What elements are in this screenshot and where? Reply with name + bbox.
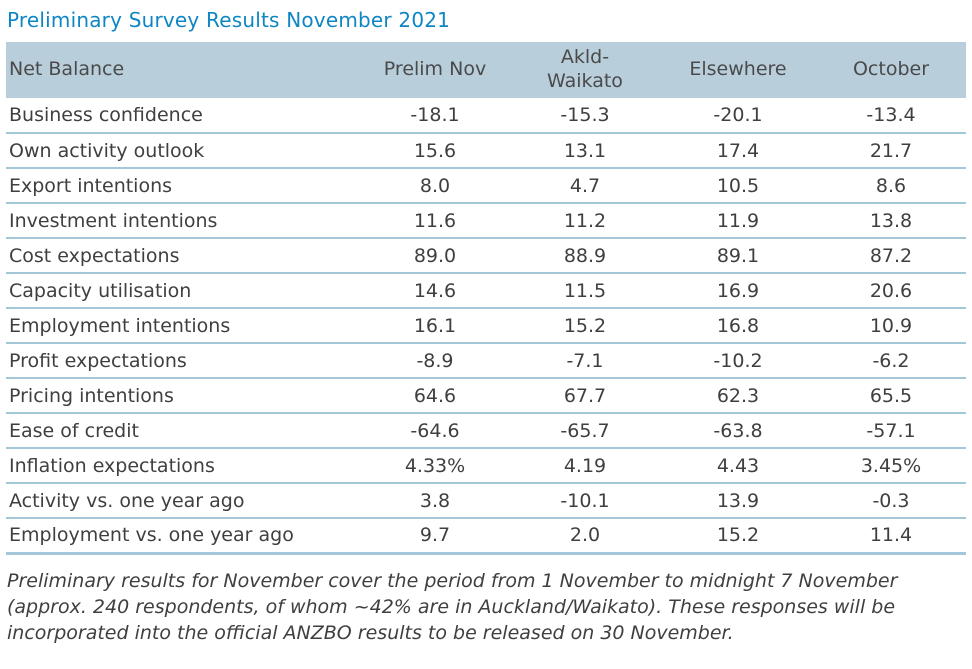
value-cell: 4.43	[716, 454, 760, 477]
value-cell: 9.7	[419, 524, 451, 547]
value-cell: 88.9	[563, 244, 607, 267]
row-label: Inflation expectations	[9, 454, 215, 477]
value-cell: 64.6	[413, 384, 457, 407]
table-row: Activity vs. one year ago 3.8 -10.1 13.9…	[6, 483, 966, 518]
value-cell: -57.1	[866, 419, 916, 442]
value-cell: -15.3	[560, 104, 610, 126]
table-row: Own activity outlook 15.6 13.1 17.4 21.7	[6, 133, 966, 168]
page-title: Preliminary Survey Results November 2021	[7, 8, 451, 32]
table-row: Employment intentions 16.1 15.2 16.8 10.…	[6, 308, 966, 343]
value-cell: 14.6	[413, 279, 457, 302]
column-header-prelim-nov: Prelim Nov	[383, 58, 487, 81]
value-cell: -65.7	[560, 419, 610, 442]
row-label: Cost expectations	[9, 244, 180, 267]
value-cell: 11.9	[716, 209, 760, 232]
value-cell: 65.5	[869, 384, 913, 407]
value-cell: 4.33%	[404, 454, 466, 477]
value-cell: 16.9	[716, 279, 760, 302]
value-cell: 3.45%	[860, 454, 922, 477]
column-header-akld-waikato: Akld-Waikato	[510, 42, 660, 98]
row-label: Export intentions	[9, 174, 173, 197]
table-row: Investment intentions 11.6 11.2 11.9 13.…	[6, 203, 966, 238]
value-cell: 4.19	[563, 454, 607, 477]
value-cell: -10.1	[560, 489, 610, 512]
value-cell: -63.8	[713, 419, 763, 442]
value-cell: 15.2	[563, 314, 607, 337]
value-cell: 8.0	[419, 174, 451, 197]
value-cell: 87.2	[869, 244, 913, 267]
value-cell: 11.6	[413, 209, 457, 232]
value-cell: 10.9	[869, 314, 913, 337]
value-cell: 8.6	[875, 174, 907, 197]
value-cell: 2.0	[569, 524, 601, 547]
value-cell: -10.2	[713, 349, 763, 372]
column-header-akld-waikato-label: Akld-Waikato	[547, 46, 623, 92]
table-row: Ease of credit -64.6 -65.7 -63.8 -57.1	[6, 413, 966, 448]
value-cell: 13.8	[869, 209, 913, 232]
value-cell: -18.1	[410, 104, 460, 126]
value-cell: 4.7	[569, 174, 601, 197]
row-label: Employment vs. one year ago	[9, 524, 294, 547]
value-cell: -7.1	[566, 349, 604, 372]
value-cell: 15.2	[716, 524, 760, 547]
footnote: Preliminary results for November cover t…	[7, 569, 898, 644]
row-label: Profit expectations	[9, 349, 187, 372]
table-body: Business confidence -18.1 -15.3 -20.1 -1…	[6, 98, 966, 553]
value-cell: 16.1	[413, 314, 457, 337]
row-label: Investment intentions	[9, 209, 218, 232]
value-cell: 62.3	[716, 384, 760, 407]
value-cell: 11.4	[869, 524, 913, 547]
row-label: Capacity utilisation	[9, 279, 192, 302]
row-label: Own activity outlook	[9, 139, 205, 162]
value-cell: -6.2	[872, 349, 910, 372]
value-cell: 67.7	[563, 384, 607, 407]
table-row: Profit expectations -8.9 -7.1 -10.2 -6.2	[6, 343, 966, 378]
value-cell: 3.8	[419, 489, 451, 512]
row-label: Pricing intentions	[9, 384, 174, 407]
value-cell: 11.2	[563, 209, 607, 232]
value-cell: 15.6	[413, 139, 457, 162]
table-row: Inflation expectations 4.33% 4.19 4.43 3…	[6, 448, 966, 483]
value-cell: -8.9	[416, 349, 454, 372]
value-cell: -13.4	[866, 104, 916, 126]
value-cell: 11.5	[563, 279, 607, 302]
table-row: Pricing intentions 64.6 67.7 62.3 65.5	[6, 378, 966, 413]
header-row: Net Balance Prelim Nov Akld-Waikato Else…	[6, 42, 966, 98]
table-row: Export intentions 8.0 4.7 10.5 8.6	[6, 168, 966, 203]
value-cell: -20.1	[713, 104, 763, 126]
table-row: Business confidence -18.1 -15.3 -20.1 -1…	[6, 98, 966, 133]
column-header-net-balance: Net Balance	[9, 58, 125, 81]
value-cell: 10.5	[716, 174, 760, 197]
value-cell: 13.1	[563, 139, 607, 162]
row-label: Ease of credit	[9, 419, 139, 442]
value-cell: 89.1	[716, 244, 760, 267]
value-cell: 17.4	[716, 139, 760, 162]
value-cell: 13.9	[716, 489, 760, 512]
row-label: Business confidence	[9, 104, 203, 126]
value-cell: -64.6	[410, 419, 460, 442]
table-header: Net Balance Prelim Nov Akld-Waikato Else…	[6, 42, 966, 98]
value-cell: 21.7	[869, 139, 913, 162]
value-cell: 89.0	[413, 244, 457, 267]
row-label: Employment intentions	[9, 314, 231, 337]
table-row: Employment vs. one year ago 9.7 2.0 15.2…	[6, 518, 966, 553]
value-cell: 16.8	[716, 314, 760, 337]
table-row: Cost expectations 89.0 88.9 89.1 87.2	[6, 238, 966, 273]
survey-results-table: Net Balance Prelim Nov Akld-Waikato Else…	[6, 42, 966, 555]
value-cell: -0.3	[872, 489, 910, 512]
row-label: Activity vs. one year ago	[9, 489, 245, 512]
table-row: Capacity utilisation 14.6 11.5 16.9 20.6	[6, 273, 966, 308]
column-header-elsewhere: Elsewhere	[689, 58, 787, 81]
column-header-october: October	[852, 58, 930, 81]
value-cell: 20.6	[869, 279, 913, 302]
